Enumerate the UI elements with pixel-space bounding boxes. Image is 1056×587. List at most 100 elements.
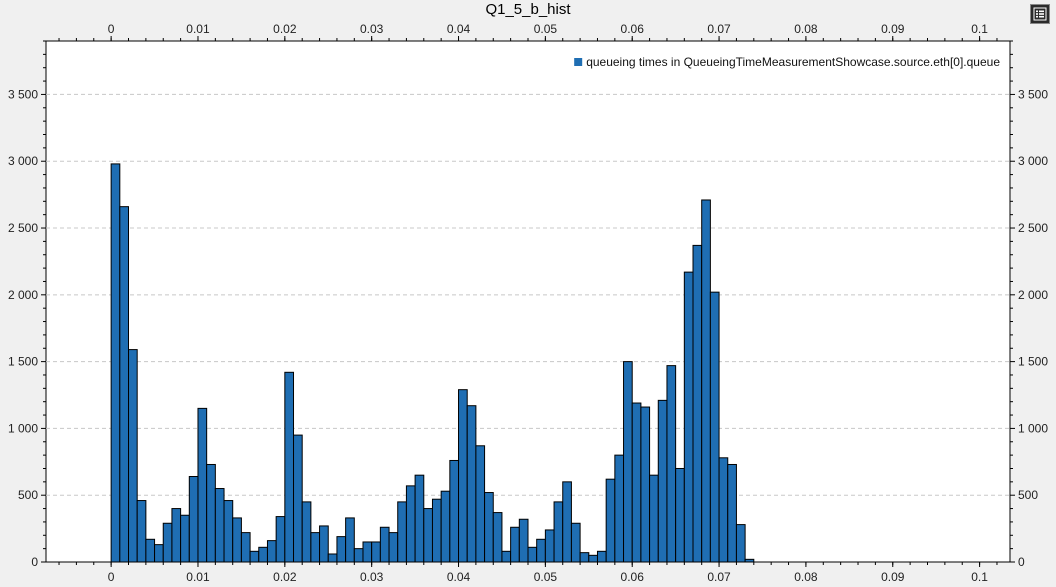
histogram-bar xyxy=(536,538,546,563)
histogram-bar xyxy=(596,550,607,563)
histogram-bar xyxy=(379,526,390,563)
plot-area xyxy=(45,40,1011,563)
histogram-bar xyxy=(180,514,190,563)
histogram-bar xyxy=(162,522,173,563)
histogram-bar xyxy=(327,553,338,563)
x-tick-label-bottom: 0.07 xyxy=(707,570,731,584)
legend-swatch xyxy=(574,58,583,66)
y-tick-label-right: 3 500 xyxy=(1018,87,1048,101)
histogram-bar xyxy=(275,516,286,563)
y-tick-label-right: 2 000 xyxy=(1018,288,1048,302)
histogram-bar xyxy=(431,498,442,563)
histogram-bar xyxy=(631,402,642,563)
x-tick-label-bottom: 0.1 xyxy=(971,570,988,584)
histogram-bar xyxy=(171,508,182,563)
histogram-bar xyxy=(718,457,729,563)
histogram-bar xyxy=(518,518,529,563)
histogram-bar xyxy=(692,244,703,563)
histogram-bar xyxy=(544,529,555,563)
histogram-bar xyxy=(136,500,147,563)
x-tick-label-top: 0.04 xyxy=(447,22,471,36)
y-tick-label-right: 3 000 xyxy=(1018,154,1048,168)
histogram-bar xyxy=(423,508,433,563)
chart-title: Q1_5_b_hist xyxy=(485,1,571,18)
histogram-bar xyxy=(301,501,312,563)
x-tick-label-bottom: 0.08 xyxy=(794,570,818,584)
histogram-bar xyxy=(553,501,564,563)
histogram-bar xyxy=(701,199,711,563)
x-tick-label-bottom: 0.06 xyxy=(621,570,645,584)
histogram-bar xyxy=(570,522,581,563)
histogram-bar xyxy=(266,540,277,563)
histogram-bar xyxy=(128,349,138,563)
histogram-bar xyxy=(310,532,321,563)
histogram-bar xyxy=(579,552,590,563)
x-tick-label-top: 0 xyxy=(108,22,115,36)
histogram-bar xyxy=(458,389,468,563)
histogram-bar xyxy=(527,546,538,563)
y-tick-label-right: 500 xyxy=(1018,488,1038,502)
histogram-bar xyxy=(727,463,737,563)
x-tick-label-bottom: 0.05 xyxy=(534,570,558,584)
histogram-bar xyxy=(623,361,633,563)
histogram-bar xyxy=(371,541,381,563)
histogram-bar xyxy=(362,541,373,563)
x-tick-label-top: 0.01 xyxy=(186,22,210,36)
y-tick-label-right: 1 500 xyxy=(1018,355,1048,369)
y-tick-label-left: 500 xyxy=(18,488,38,502)
histogram-bar xyxy=(240,532,251,563)
histogram-bar xyxy=(657,399,668,563)
histogram-bar xyxy=(666,365,677,563)
histogram-bar xyxy=(492,512,503,563)
histogram-bar xyxy=(119,206,130,563)
histogram-bar xyxy=(484,492,494,563)
x-tick-label-bottom: 0.01 xyxy=(186,570,210,584)
x-tick-label-bottom: 0.09 xyxy=(881,570,905,584)
y-tick-label-left: 3 500 xyxy=(8,87,38,101)
histogram-bar xyxy=(284,371,295,563)
histogram-bar xyxy=(223,500,234,563)
histogram-bar xyxy=(214,488,225,563)
x-tick-label-top: 0.06 xyxy=(621,22,645,36)
y-tick-label-left: 0 xyxy=(31,555,38,569)
histogram-bar xyxy=(449,459,460,563)
legend-toggle-button[interactable] xyxy=(1030,4,1050,24)
y-tick-label-right: 1 000 xyxy=(1018,421,1048,435)
bars xyxy=(110,163,755,563)
histogram-bar xyxy=(405,485,416,563)
legend: queueing times in QueueingTimeMeasuremen… xyxy=(574,55,1000,69)
legend-label: queueing times in QueueingTimeMeasuremen… xyxy=(586,55,1000,69)
histogram-bar xyxy=(675,467,685,563)
histogram-bar xyxy=(336,536,347,563)
x-tick-label-top: 0.05 xyxy=(534,22,558,36)
histogram-bar xyxy=(232,517,242,563)
x-tick-label-bottom: 0.02 xyxy=(273,570,297,584)
histogram-bar xyxy=(353,548,364,563)
histogram-bar xyxy=(188,476,199,563)
legend-list-icon xyxy=(1033,7,1047,21)
histogram-bar xyxy=(293,434,303,563)
histogram-bar xyxy=(683,271,694,563)
x-tick-label-bottom: 0.03 xyxy=(360,570,384,584)
histogram-bar xyxy=(414,474,425,563)
x-tick-label-top: 0.08 xyxy=(794,22,818,36)
histogram-bar xyxy=(744,558,755,563)
y-tick-label-left: 3 000 xyxy=(8,154,38,168)
histogram-bar xyxy=(397,501,407,563)
histogram-bar xyxy=(206,463,216,563)
x-tick-label-bottom: 0.04 xyxy=(447,570,471,584)
histogram-bar xyxy=(649,474,659,563)
histogram-bar xyxy=(501,550,512,563)
histogram-bar xyxy=(614,454,625,563)
y-tick-label-left: 1 000 xyxy=(8,421,38,435)
histogram-bar xyxy=(510,526,520,563)
axes: 0 0 0.01 0.01 0.02 0.02 0.03 0.03 0.04 0.04 0.05 0.… xyxy=(8,22,1048,584)
y-tick-label-right: 2 500 xyxy=(1018,221,1048,235)
histogram-bar xyxy=(640,406,651,563)
y-tick-label-left: 2 500 xyxy=(8,221,38,235)
y-tick-label-left: 2 000 xyxy=(8,288,38,302)
x-tick-label-top: 0.03 xyxy=(360,22,384,36)
histogram-bar xyxy=(605,478,616,563)
x-tick-label-top: 0.09 xyxy=(881,22,905,36)
